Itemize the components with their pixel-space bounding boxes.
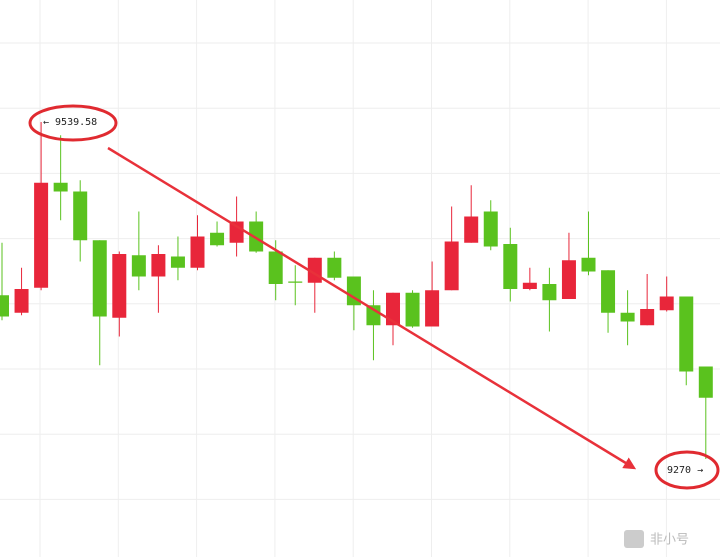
candle-body: [249, 221, 264, 252]
candle-body: [327, 257, 342, 278]
candle-body: [210, 232, 225, 246]
candle-body: [229, 221, 244, 243]
candle-body: [386, 292, 400, 326]
candle-body: [503, 244, 518, 289]
candle-body: [0, 295, 9, 317]
candle-body: [522, 282, 537, 289]
annotation: ← 9539.58: [43, 117, 97, 128]
highlight-circle: [28, 104, 118, 142]
candle-body: [170, 256, 185, 268]
candle-body: [190, 236, 205, 268]
candle-body: [640, 309, 655, 326]
candle-body: [268, 251, 283, 284]
annotation: 9270 →: [667, 465, 703, 476]
candle-body: [14, 289, 29, 313]
watermark-logo: [624, 530, 644, 548]
candle-body: [425, 290, 440, 327]
candle-body: [34, 182, 49, 288]
candle-body: [53, 182, 68, 192]
candle-body: [151, 254, 166, 277]
candle-body: [581, 257, 596, 272]
candle-body: [405, 292, 420, 327]
candle-body: [131, 255, 146, 277]
candle-body: [464, 216, 479, 243]
candle-body: [679, 296, 694, 372]
candle-body: [483, 211, 498, 247]
candles: [0, 122, 713, 459]
trend-arrow: [107, 146, 637, 470]
candle-body: [698, 366, 713, 398]
candle-body: [561, 260, 576, 299]
highlight-circle: [654, 450, 720, 490]
candle-body: [620, 312, 635, 322]
candle-body: [73, 191, 88, 241]
candle-body: [346, 276, 361, 306]
candle-body: [444, 241, 459, 291]
candle-body: [288, 281, 303, 283]
candle-body: [601, 270, 616, 313]
candle-body: [542, 284, 557, 301]
watermark: 非小号: [650, 533, 689, 548]
candle-body: [112, 254, 127, 318]
candle-body: [92, 240, 107, 317]
candle-body: [659, 296, 674, 311]
